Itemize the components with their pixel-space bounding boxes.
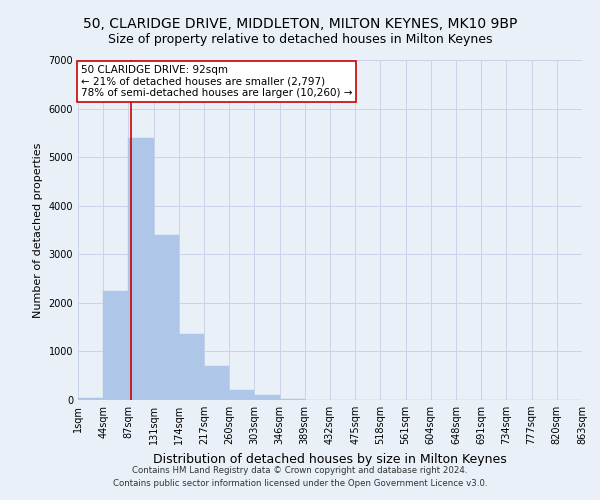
Bar xyxy=(204,366,229,400)
Text: Size of property relative to detached houses in Milton Keynes: Size of property relative to detached ho… xyxy=(108,32,492,46)
Bar xyxy=(128,138,154,400)
Bar xyxy=(103,290,128,400)
Y-axis label: Number of detached properties: Number of detached properties xyxy=(33,142,43,318)
Bar xyxy=(280,398,305,400)
X-axis label: Distribution of detached houses by size in Milton Keynes: Distribution of detached houses by size … xyxy=(153,452,507,466)
Bar xyxy=(254,395,280,400)
Bar xyxy=(154,235,179,400)
Text: Contains HM Land Registry data © Crown copyright and database right 2024.
Contai: Contains HM Land Registry data © Crown c… xyxy=(113,466,487,487)
Text: 50 CLARIDGE DRIVE: 92sqm
← 21% of detached houses are smaller (2,797)
78% of sem: 50 CLARIDGE DRIVE: 92sqm ← 21% of detach… xyxy=(80,65,352,98)
Bar xyxy=(78,398,103,400)
Bar xyxy=(229,390,254,400)
Bar xyxy=(179,334,204,400)
Text: 50, CLARIDGE DRIVE, MIDDLETON, MILTON KEYNES, MK10 9BP: 50, CLARIDGE DRIVE, MIDDLETON, MILTON KE… xyxy=(83,18,517,32)
